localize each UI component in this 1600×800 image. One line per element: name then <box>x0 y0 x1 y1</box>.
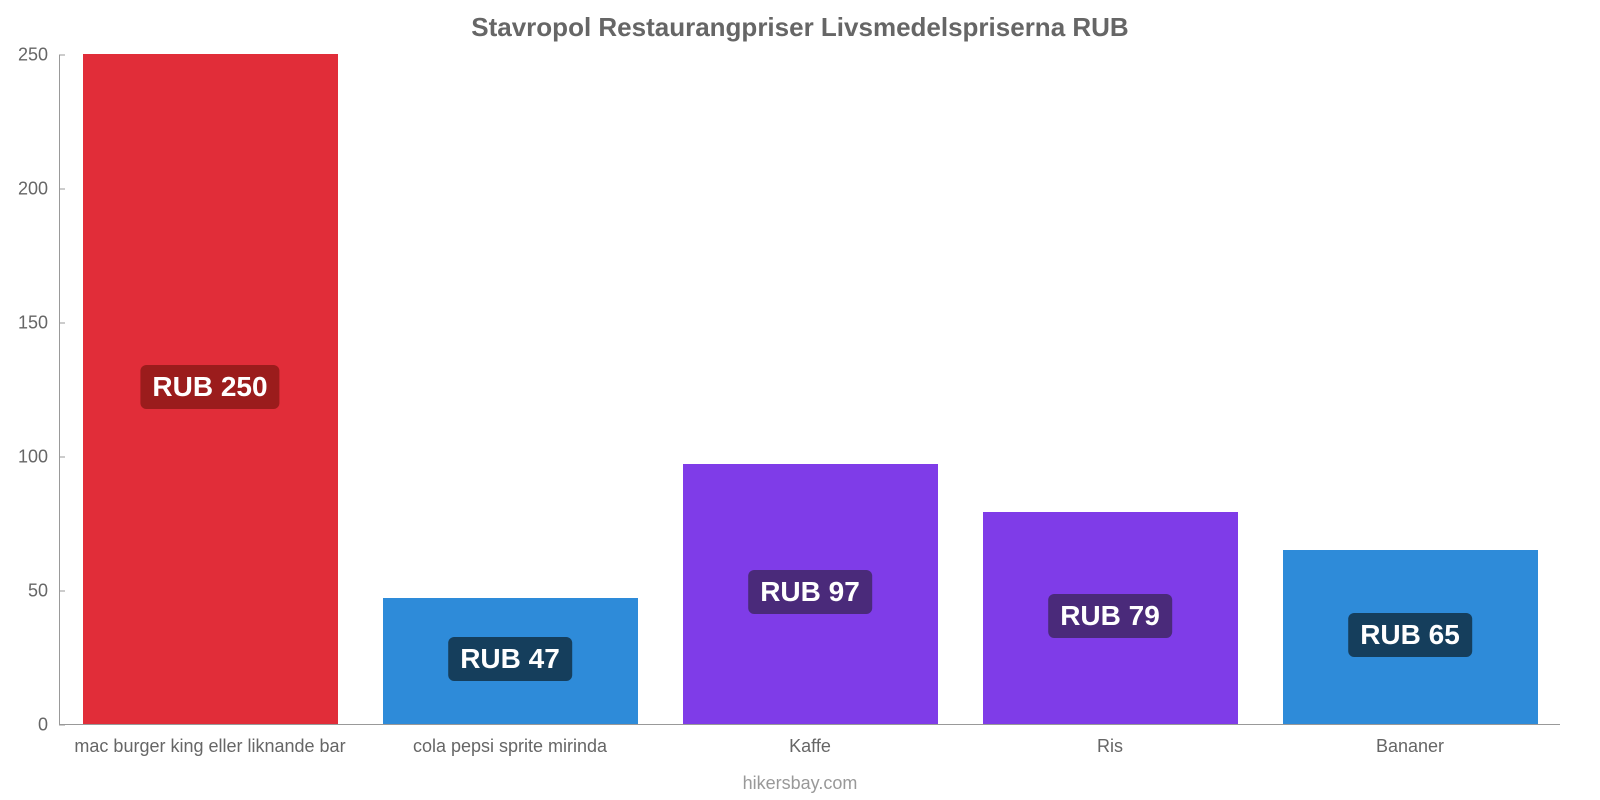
y-tick <box>59 725 65 726</box>
y-tick-label: 150 <box>18 313 48 334</box>
value-badge: RUB 250 <box>140 365 279 409</box>
y-tick-label: 100 <box>18 447 48 468</box>
x-axis-labels: mac burger king eller liknande bar cola p… <box>60 732 1560 772</box>
x-tick-label: cola pepsi sprite mirinda <box>413 736 607 757</box>
value-badge: RUB 79 <box>1048 594 1172 638</box>
y-tick <box>59 323 65 324</box>
y-tick-label: 250 <box>18 45 48 66</box>
y-tick-label: 50 <box>28 581 48 602</box>
y-axis: 050100150200250 <box>0 55 60 725</box>
chart-container: Stavropol Restaurangpriser Livsmedelspri… <box>0 0 1600 800</box>
y-tick <box>59 457 65 458</box>
value-badge: RUB 65 <box>1348 613 1472 657</box>
y-tick <box>59 55 65 56</box>
y-tick <box>59 189 65 190</box>
chart-title: Stavropol Restaurangpriser Livsmedelspri… <box>0 12 1600 43</box>
x-tick-label: Bananer <box>1376 736 1444 757</box>
x-tick-label: mac burger king eller liknande bar <box>74 736 345 757</box>
plot-area: RUB 250 RUB 47 RUB 97 RUB 79 RUB 65 <box>60 55 1560 725</box>
y-tick-label: 200 <box>18 179 48 200</box>
x-tick-label: Ris <box>1097 736 1123 757</box>
value-badge: RUB 47 <box>448 637 572 681</box>
value-badge: RUB 97 <box>748 570 872 614</box>
y-tick <box>59 591 65 592</box>
y-tick-label: 0 <box>38 715 48 736</box>
x-tick-label: Kaffe <box>789 736 831 757</box>
attribution-text: hikersbay.com <box>0 773 1600 794</box>
